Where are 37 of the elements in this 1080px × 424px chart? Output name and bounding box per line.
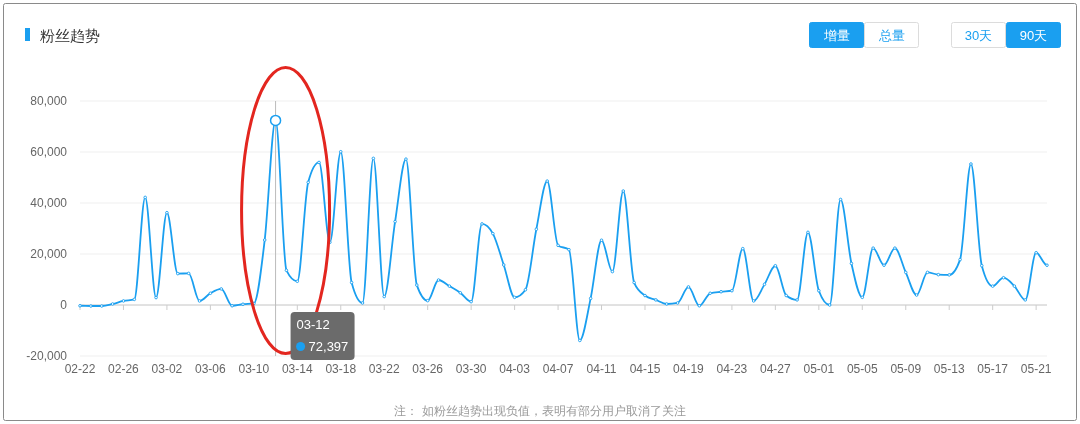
xtick-label: 03-26 bbox=[412, 362, 444, 376]
ytick-label: 40,000 bbox=[30, 196, 67, 210]
footnote: 注： 如粉丝趋势出现负值，表明有部分用户取消了关注 bbox=[394, 404, 686, 418]
ytick-label: 60,000 bbox=[30, 145, 67, 159]
xtick-label: 04-07 bbox=[542, 362, 574, 376]
xtick-label: 05-17 bbox=[977, 362, 1009, 376]
xtick-label: 04-11 bbox=[586, 362, 617, 376]
xtick-label: 05-09 bbox=[890, 362, 922, 376]
xtick-label: 03-14 bbox=[281, 362, 313, 376]
xtick-label: 05-01 bbox=[803, 362, 835, 376]
title: 粉丝趋势 bbox=[40, 27, 100, 44]
ytick-label: 20,000 bbox=[30, 247, 67, 261]
xtick-label: 05-13 bbox=[933, 362, 965, 376]
xtick-label: 03-10 bbox=[238, 362, 270, 376]
xtick-label: 03-22 bbox=[368, 362, 400, 376]
button-label: 30天 bbox=[964, 27, 993, 43]
xtick-label: 04-23 bbox=[716, 362, 748, 376]
button-label: 增量 bbox=[823, 27, 850, 43]
button-label: 总量 bbox=[878, 27, 905, 43]
tooltip-value: 72,397 bbox=[308, 339, 349, 354]
button-label: 90天 bbox=[1019, 27, 1048, 43]
ytick-label: -20,000 bbox=[26, 349, 67, 363]
xtick-label: 04-27 bbox=[760, 362, 791, 376]
xtick-label: 03-02 bbox=[151, 362, 183, 376]
xtick-label: 03-30 bbox=[455, 362, 487, 376]
xtick-label: 04-15 bbox=[629, 362, 661, 376]
xtick-label: 05-21 bbox=[1020, 362, 1052, 376]
xtick-label: 02-22 bbox=[64, 362, 96, 376]
xtick-label: 02-26 bbox=[108, 362, 139, 376]
xtick-label: 03-18 bbox=[325, 362, 357, 376]
xtick-label: 03-06 bbox=[195, 362, 226, 376]
ytick-label: 0 bbox=[60, 298, 67, 312]
xtick-label: 04-19 bbox=[673, 362, 704, 376]
xtick-label: 05-05 bbox=[846, 362, 878, 376]
ytick-label: 80,000 bbox=[30, 94, 67, 108]
xtick-label: 04-03 bbox=[499, 362, 530, 376]
tooltip-header: 03-12 bbox=[296, 317, 330, 332]
